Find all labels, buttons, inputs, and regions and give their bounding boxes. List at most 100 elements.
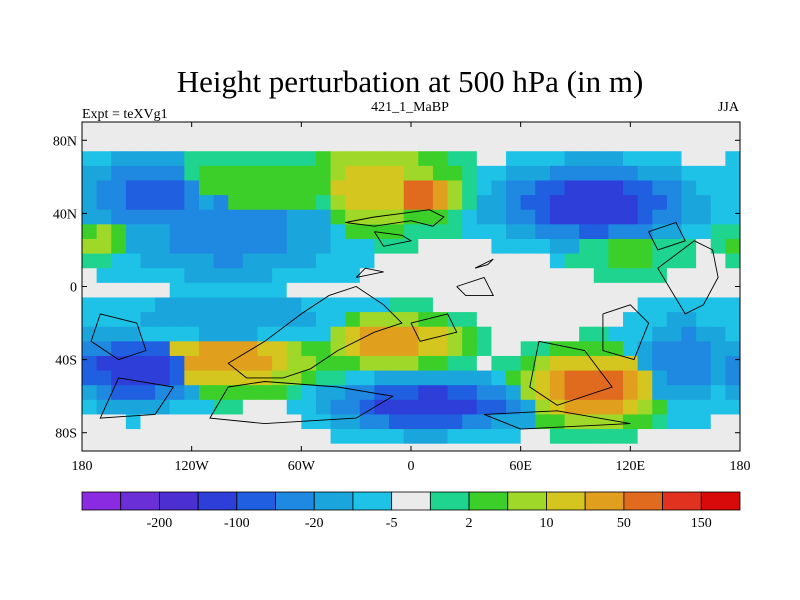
field-cell: [111, 165, 127, 182]
field-cell: [184, 268, 200, 284]
field-cell: [330, 209, 346, 225]
field-cell: [447, 268, 463, 284]
field-cell: [549, 209, 566, 225]
field-cell: [315, 209, 332, 225]
field-cell: [476, 238, 493, 255]
field-cell: [666, 443, 683, 451]
x-tick-label: 180: [730, 459, 751, 474]
field-cell: [681, 209, 697, 225]
field-cell: [301, 312, 317, 328]
field-cell: [155, 312, 171, 328]
colorbar-label: 150: [691, 516, 712, 531]
field-cell: [520, 282, 536, 299]
field-cell: [652, 385, 668, 401]
field-cell: [432, 297, 449, 313]
field-cell: [257, 209, 273, 225]
field-cell: [593, 209, 609, 225]
field-cell: [535, 297, 551, 313]
field-cell: [681, 399, 697, 416]
field-cell: [725, 165, 740, 182]
field-cell: [359, 238, 376, 255]
field-cell: [96, 355, 112, 372]
field-cell: [520, 195, 536, 211]
field-cell: [315, 385, 332, 401]
field-cell: [564, 224, 580, 240]
field-cell: [82, 414, 98, 430]
field-cell: [549, 282, 566, 299]
field-cell: [359, 165, 376, 182]
field-cell: [111, 268, 127, 284]
field-cell: [579, 122, 595, 138]
field-cell: [535, 355, 551, 372]
field-cell: [315, 414, 332, 430]
field-cell: [608, 224, 624, 240]
field-cell: [359, 399, 376, 416]
field-cell: [184, 341, 200, 357]
field-cell: [184, 253, 200, 269]
field-cell: [666, 122, 683, 138]
field-cell: [506, 282, 522, 299]
field-cell: [155, 151, 171, 167]
field-cell: [301, 326, 317, 342]
field-cell: [608, 151, 624, 167]
field-cell: [301, 224, 317, 240]
field-cell: [535, 209, 551, 225]
field-cell: [666, 429, 683, 445]
field-cell: [476, 151, 493, 167]
field-cell: [111, 151, 127, 167]
field-cell: [549, 443, 566, 451]
field-cell: [257, 341, 273, 357]
field-cell: [710, 282, 726, 299]
field-cell: [96, 297, 112, 313]
field-cell: [652, 312, 668, 328]
field-cell: [257, 414, 273, 430]
field-cell: [608, 268, 624, 284]
field-cell: [315, 429, 332, 445]
field-cell: [359, 370, 376, 386]
field-cell: [666, 136, 683, 152]
field-cell: [272, 429, 288, 445]
field-cell: [506, 253, 522, 269]
field-cell: [403, 165, 419, 182]
field-cell: [666, 385, 683, 401]
field-cell: [520, 209, 536, 225]
field-cell: [359, 385, 376, 401]
field-cell: [593, 399, 609, 416]
field-cell: [623, 238, 639, 255]
field-cell: [198, 443, 215, 451]
field-cell: [374, 136, 390, 152]
field-cell: [272, 195, 288, 211]
field-cell: [637, 370, 653, 386]
field-cell: [623, 151, 639, 167]
field-cell: [491, 385, 507, 401]
field-cell: [637, 282, 653, 299]
field-cell: [184, 385, 200, 401]
field-cell: [257, 136, 273, 152]
field-cell: [111, 224, 127, 240]
field-cell: [491, 429, 507, 445]
field-cell: [564, 429, 580, 445]
field-cell: [725, 195, 740, 211]
field-cell: [82, 180, 98, 196]
field-cell: [242, 429, 259, 445]
colorbar-swatch: [197, 491, 238, 511]
field-cell: [696, 312, 712, 328]
field-cell: [389, 370, 405, 386]
field-cell: [593, 195, 609, 211]
field-cell: [652, 370, 668, 386]
field-cell: [549, 253, 566, 269]
field-cell: [345, 341, 361, 357]
field-cell: [608, 136, 624, 152]
field-cell: [82, 355, 98, 372]
field-cell: [213, 268, 229, 284]
colorbar-swatch: [159, 491, 199, 511]
field-cell: [315, 341, 332, 357]
field-cell: [447, 414, 463, 430]
colorbar-swatch: [546, 491, 586, 511]
plot-area: [82, 122, 740, 451]
field-cell: [447, 151, 463, 167]
field-cell: [111, 355, 127, 372]
field-cell: [564, 297, 580, 313]
field-cell: [242, 224, 259, 240]
field-cell: [608, 122, 624, 138]
